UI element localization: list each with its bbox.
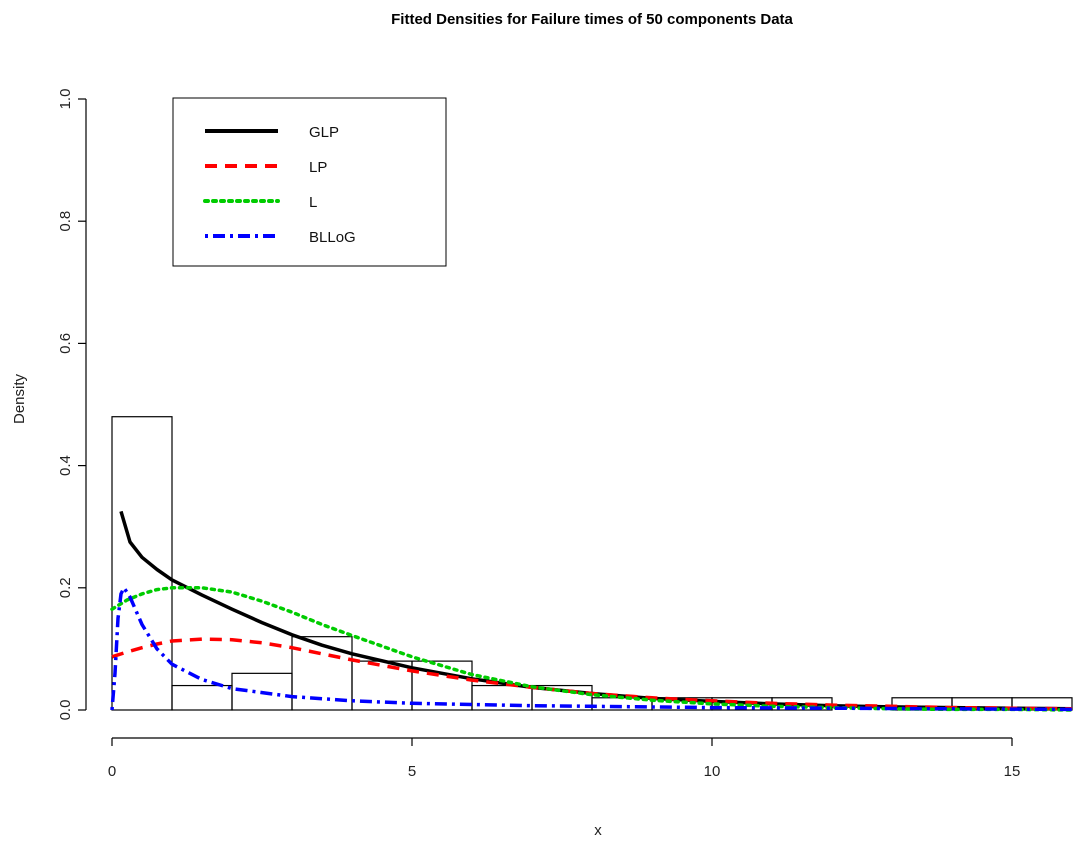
- y-tick-label: 0.6: [57, 333, 74, 354]
- y-tick-label: 0.2: [57, 577, 74, 598]
- density-lines: [110, 510, 1074, 712]
- x-axis: 0 5 10 15: [108, 737, 1021, 780]
- legend-label-l: L: [309, 194, 317, 211]
- density-line-bllog: [110, 586, 1073, 712]
- x-axis-label: x: [594, 822, 602, 839]
- y-axis-label: Density: [11, 373, 28, 424]
- histogram-bar: [171, 684, 233, 711]
- x-tick-label: 5: [408, 763, 416, 780]
- histogram: [111, 416, 1073, 711]
- y-tick-label: 0.0: [57, 700, 74, 721]
- y-tick-label: 1.0: [57, 89, 74, 110]
- y-tick-label: 0.4: [57, 455, 74, 476]
- histogram-bar: [111, 416, 173, 711]
- x-tick-label: 10: [704, 763, 721, 780]
- legend-label-glp: GLP: [309, 124, 339, 141]
- legend: GLP LP L BLLoG: [172, 97, 447, 267]
- y-axis: 0.0 0.2 0.4 0.6 0.8 1.0: [57, 89, 87, 721]
- density-line-lp: [111, 637, 1073, 711]
- y-tick-label: 0.8: [57, 211, 74, 232]
- x-tick-label: 0: [108, 763, 116, 780]
- density-line-glp: [119, 510, 1073, 711]
- legend-label-lp: LP: [309, 159, 327, 176]
- legend-label-bllog: BLLoG: [309, 229, 356, 246]
- chart-title: Fitted Densities for Failure times of 50…: [391, 11, 793, 28]
- x-tick-label: 15: [1004, 763, 1021, 780]
